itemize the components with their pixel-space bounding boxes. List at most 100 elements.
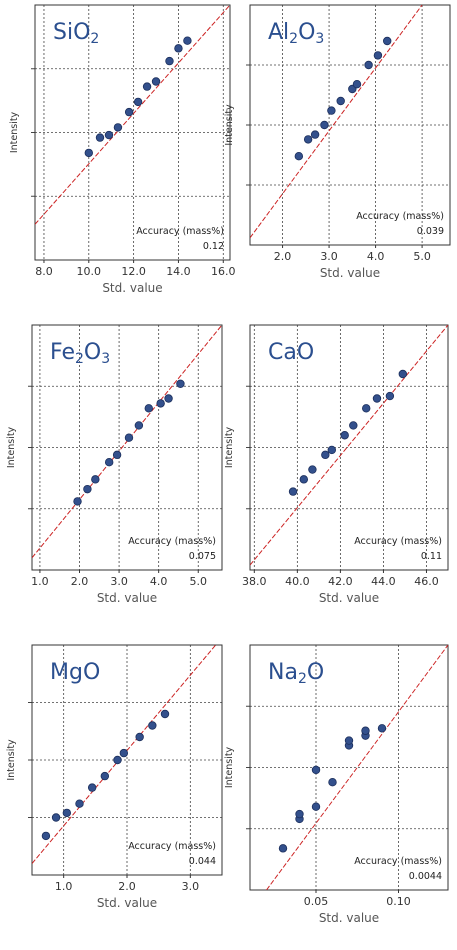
cao-x-tick-label: 44.0 (371, 575, 396, 588)
sio2-accuracy-value: 0.12 (203, 241, 224, 252)
na2o-data-point (278, 844, 288, 853)
sio2-data-point (142, 82, 152, 91)
na2o-y-axis-label: Intensity (224, 746, 235, 788)
na2o-data-point (311, 765, 321, 775)
mgo-data-point (119, 748, 129, 758)
cao-data-point (362, 404, 371, 413)
al2o3-data-point (303, 135, 313, 144)
fe2o3-data-point (83, 484, 92, 494)
mgo-accuracy-value: 0.044 (189, 856, 216, 867)
mgo-data-point (100, 771, 110, 781)
na2o-data-point (311, 802, 321, 811)
fe2o3-x-tick-label: 4.0 (150, 575, 168, 588)
fe2o3-data-point (91, 475, 100, 484)
fe2o3-plot-frame (31, 324, 223, 571)
cao-data-point (288, 487, 298, 496)
fe2o3-x-axis-label: Std. value (97, 591, 157, 605)
fe2o3-data-point (156, 399, 165, 408)
al2o3-data-point (364, 60, 373, 70)
al2o3-accuracy-value: 0.039 (417, 226, 444, 237)
al2o3-data-point (310, 130, 320, 139)
na2o-fit-line (266, 645, 448, 890)
cao-data-point (308, 465, 317, 474)
al2o3-data-point (373, 51, 383, 60)
fe2o3-data-point (144, 404, 153, 413)
sio2-data-point (95, 133, 105, 142)
sio2-data-point (133, 97, 143, 107)
fe2o3-accuracy-label: Accuracy (mass%) (128, 536, 216, 547)
na2o-chart: 0.05 0.10 Na2O Accuracy (mass%) 0.0044 Std. v… (224, 644, 449, 925)
fe2o3-x-tick-label: 1.0 (31, 575, 49, 588)
na2o-data-point (344, 736, 354, 745)
cao-x-tick-label: 40.0 (285, 575, 310, 588)
cao-chart: 38.0 40.0 42.0 44.0 46.0 CaO Accuracy (mass%) 0… (224, 324, 449, 605)
fe2o3-data-point (112, 450, 122, 460)
al2o3-data-point (336, 96, 345, 106)
sio2-x-tick-label: 14.0 (166, 265, 191, 278)
na2o-plot-frame (249, 644, 449, 891)
sio2-x-tick-label: 12.0 (121, 265, 146, 278)
cao-x-tick-label: 42.0 (328, 575, 353, 588)
al2o3-data-point (294, 151, 304, 161)
al2o3-fit-line (250, 5, 423, 239)
mgo-x-tick-label: 2.0 (118, 880, 136, 893)
fe2o3-x-tick-label: 2.0 (71, 575, 89, 588)
sio2-plot-frame (34, 4, 231, 261)
mgo-data-point (51, 813, 61, 822)
fe2o3-chart: 1.0 2.0 3.0 4.0 5.0 Fe2O3 Accuracy (mass%) 0.07… (6, 324, 223, 605)
sio2-x-tick-label: 8.0 (35, 265, 53, 278)
mgo-x-tick-label: 1.0 (55, 880, 73, 893)
cao-title: CaO (268, 340, 314, 365)
mgo-data-point (87, 783, 97, 792)
sio2-chart: 8.0 10.0 12.0 14.0 16.0 SiO2 Accuracy (mass%) 0… (9, 4, 236, 295)
cao-x-axis-label: Std. value (319, 591, 379, 605)
sio2-data-point (165, 56, 174, 66)
na2o-accuracy-label: Accuracy (mass%) (354, 856, 442, 867)
al2o3-data-point (320, 120, 329, 130)
mgo-data-point (41, 831, 51, 841)
mgo-data-point (135, 732, 144, 742)
al2o3-x-tick-label: 4.0 (367, 250, 385, 263)
na2o-x-tick-label: 0.05 (304, 895, 329, 908)
al2o3-accuracy-label: Accuracy (mass%) (356, 211, 444, 222)
cao-data-point (398, 369, 408, 379)
mgo-data-point (160, 709, 170, 719)
sio2-accuracy-label: Accuracy (mass%) (136, 226, 224, 237)
sio2-data-point (113, 123, 123, 132)
sio2-data-point (124, 107, 134, 117)
fe2o3-y-axis-label: Intensity (6, 426, 17, 468)
al2o3-x-axis-label: Std. value (320, 266, 380, 280)
sio2-y-axis-label: Intensity (9, 111, 20, 153)
cao-data-point (299, 475, 309, 484)
sio2-data-point (174, 44, 183, 53)
cao-data-point (349, 421, 358, 430)
sio2-data-point (151, 77, 161, 86)
fe2o3-x-tick-label: 5.0 (190, 575, 208, 588)
mgo-data-point (62, 808, 72, 818)
na2o-data-point (328, 777, 337, 787)
al2o3-chart: 2.0 3.0 4.0 5.0 Al2O3 Accuracy (mass%) 0.039 St… (224, 4, 451, 280)
mgo-x-tick-label: 3.0 (182, 880, 200, 893)
fe2o3-data-point (104, 457, 114, 467)
al2o3-x-tick-label: 3.0 (320, 250, 338, 263)
al2o3-y-axis-label: Intensity (224, 104, 235, 146)
fe2o3-data-point (134, 421, 144, 430)
na2o-x-tick-label: 0.10 (386, 895, 411, 908)
fe2o3-x-tick-label: 3.0 (110, 575, 128, 588)
cao-data-point (340, 431, 349, 440)
fe2o3-data-point (124, 433, 134, 442)
sio2-title: SiO2 (53, 20, 99, 47)
cao-plot-frame (249, 324, 449, 571)
al2o3-data-point (383, 36, 392, 46)
cao-accuracy-value: 0.11 (421, 551, 442, 562)
cao-data-point (385, 391, 395, 401)
na2o-x-axis-label: Std. value (319, 911, 379, 925)
mgo-title: MgO (50, 660, 100, 685)
cao-y-axis-label: Intensity (224, 426, 235, 468)
sio2-x-tick-label: 16.0 (211, 265, 236, 278)
al2o3-plot-frame (249, 4, 451, 246)
cao-accuracy-label: Accuracy (mass%) (354, 536, 442, 547)
mgo-x-axis-label: Std. value (97, 896, 157, 910)
cao-fit-line (250, 325, 448, 566)
